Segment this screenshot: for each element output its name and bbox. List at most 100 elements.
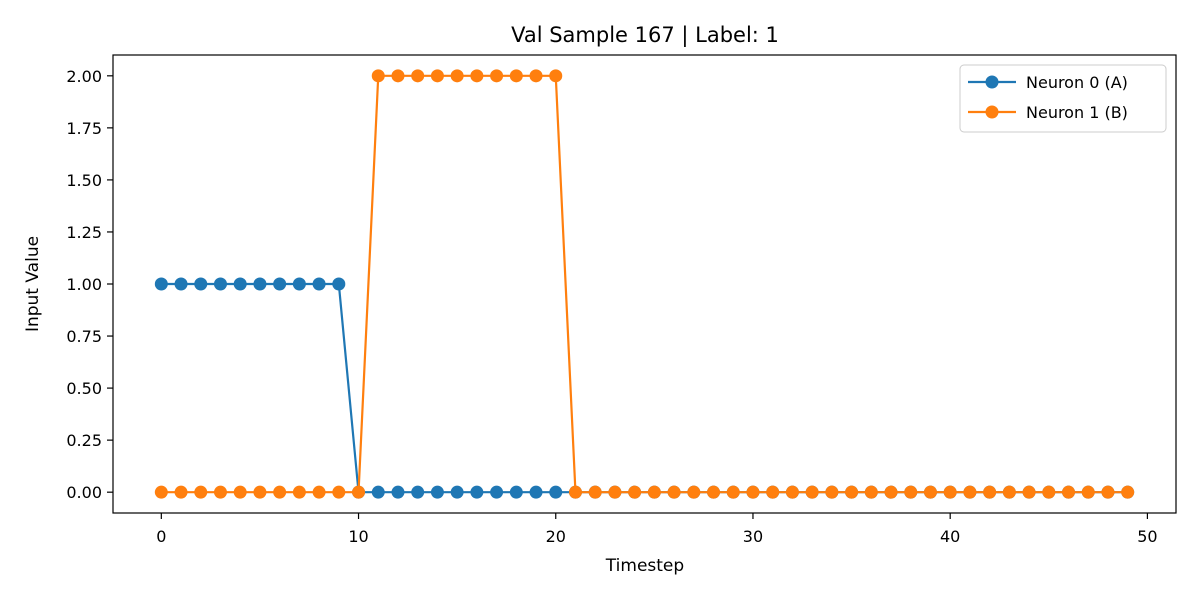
- data-point: [233, 485, 247, 499]
- data-point: [1042, 485, 1056, 499]
- data-point: [352, 485, 366, 499]
- data-point: [864, 485, 878, 499]
- data-point: [746, 485, 760, 499]
- data-point: [509, 69, 523, 83]
- x-tick-label: 30: [743, 527, 763, 546]
- data-point: [825, 485, 839, 499]
- data-point: [983, 485, 997, 499]
- data-point: [411, 485, 425, 499]
- legend: Neuron 0 (A) Neuron 1 (B): [959, 64, 1167, 133]
- y-tick-label: 0.50: [66, 379, 102, 398]
- series-line: [161, 282, 1128, 494]
- legend-label: Neuron 0 (A): [1026, 73, 1128, 92]
- data-point: [509, 485, 523, 499]
- data-point: [766, 485, 780, 499]
- legend-label: Neuron 1 (B): [1026, 103, 1128, 122]
- data-point: [371, 485, 385, 499]
- data-point: [332, 277, 346, 291]
- data-point: [391, 485, 405, 499]
- data-point: [568, 485, 582, 499]
- legend-marker: [985, 105, 999, 119]
- data-point: [726, 485, 740, 499]
- series-layer: [154, 69, 1135, 499]
- data-point: [213, 277, 227, 291]
- data-point: [490, 485, 504, 499]
- data-point: [411, 69, 425, 83]
- y-tick-label: 0.25: [66, 431, 102, 450]
- data-point: [943, 485, 957, 499]
- data-point: [529, 485, 543, 499]
- data-point: [470, 69, 484, 83]
- data-point: [1081, 485, 1095, 499]
- data-point: [450, 69, 464, 83]
- x-tick-label: 10: [348, 527, 368, 546]
- x-tick-label: 0: [156, 527, 166, 546]
- data-point: [273, 277, 287, 291]
- data-point: [233, 277, 247, 291]
- x-tick-label: 50: [1137, 527, 1157, 546]
- y-tick-label: 1.75: [66, 119, 102, 138]
- data-point: [430, 485, 444, 499]
- data-point: [154, 485, 168, 499]
- x-tick-label: 20: [546, 527, 566, 546]
- data-point: [391, 69, 405, 83]
- data-point: [529, 69, 543, 83]
- y-axis-title: Input Value: [23, 236, 43, 332]
- data-point: [647, 485, 661, 499]
- data-point: [273, 485, 287, 499]
- plot-frame: [112, 54, 1177, 514]
- data-point: [194, 485, 208, 499]
- data-point: [667, 485, 681, 499]
- data-point: [154, 277, 168, 291]
- y-tick-label: 1.25: [66, 223, 102, 242]
- data-point: [292, 485, 306, 499]
- data-point: [628, 485, 642, 499]
- legend-marker: [985, 75, 999, 89]
- series-1: [154, 69, 1135, 499]
- data-point: [1062, 485, 1076, 499]
- data-point: [904, 485, 918, 499]
- data-point: [687, 485, 701, 499]
- data-point: [884, 485, 898, 499]
- data-point: [707, 485, 721, 499]
- x-axis-title: Timestep: [605, 556, 684, 576]
- y-tick-label: 0.00: [66, 483, 102, 502]
- data-point: [963, 485, 977, 499]
- x-tick-label: 40: [940, 527, 960, 546]
- y-axis: 0.00 0.25 0.50 0.75 1.00 1.25 1.50 1.75 2.00: [66, 67, 113, 502]
- series-0: [154, 277, 1135, 499]
- data-point: [785, 485, 799, 499]
- data-point: [1022, 485, 1036, 499]
- data-point: [174, 277, 188, 291]
- data-point: [312, 277, 326, 291]
- data-point: [588, 485, 602, 499]
- data-point: [312, 485, 326, 499]
- data-point: [1121, 485, 1135, 499]
- data-point: [450, 485, 464, 499]
- data-point: [549, 485, 563, 499]
- data-point: [845, 485, 859, 499]
- data-point: [194, 277, 208, 291]
- data-point: [1002, 485, 1016, 499]
- data-point: [1101, 485, 1115, 499]
- data-point: [430, 69, 444, 83]
- data-point: [332, 485, 346, 499]
- data-point: [371, 69, 385, 83]
- x-axis: 0 10 20 30 40 50: [156, 513, 1158, 546]
- data-point: [174, 485, 188, 499]
- data-point: [213, 485, 227, 499]
- data-point: [805, 485, 819, 499]
- data-point: [608, 485, 622, 499]
- data-point: [549, 69, 563, 83]
- data-point: [253, 277, 267, 291]
- y-tick-label: 0.75: [66, 327, 102, 346]
- data-point: [490, 69, 504, 83]
- data-point: [470, 485, 484, 499]
- y-tick-label: 2.00: [66, 67, 102, 86]
- chart-title: Val Sample 167 | Label: 1: [511, 23, 779, 48]
- data-point: [292, 277, 306, 291]
- data-point: [923, 485, 937, 499]
- y-tick-label: 1.50: [66, 171, 102, 190]
- data-point: [253, 485, 267, 499]
